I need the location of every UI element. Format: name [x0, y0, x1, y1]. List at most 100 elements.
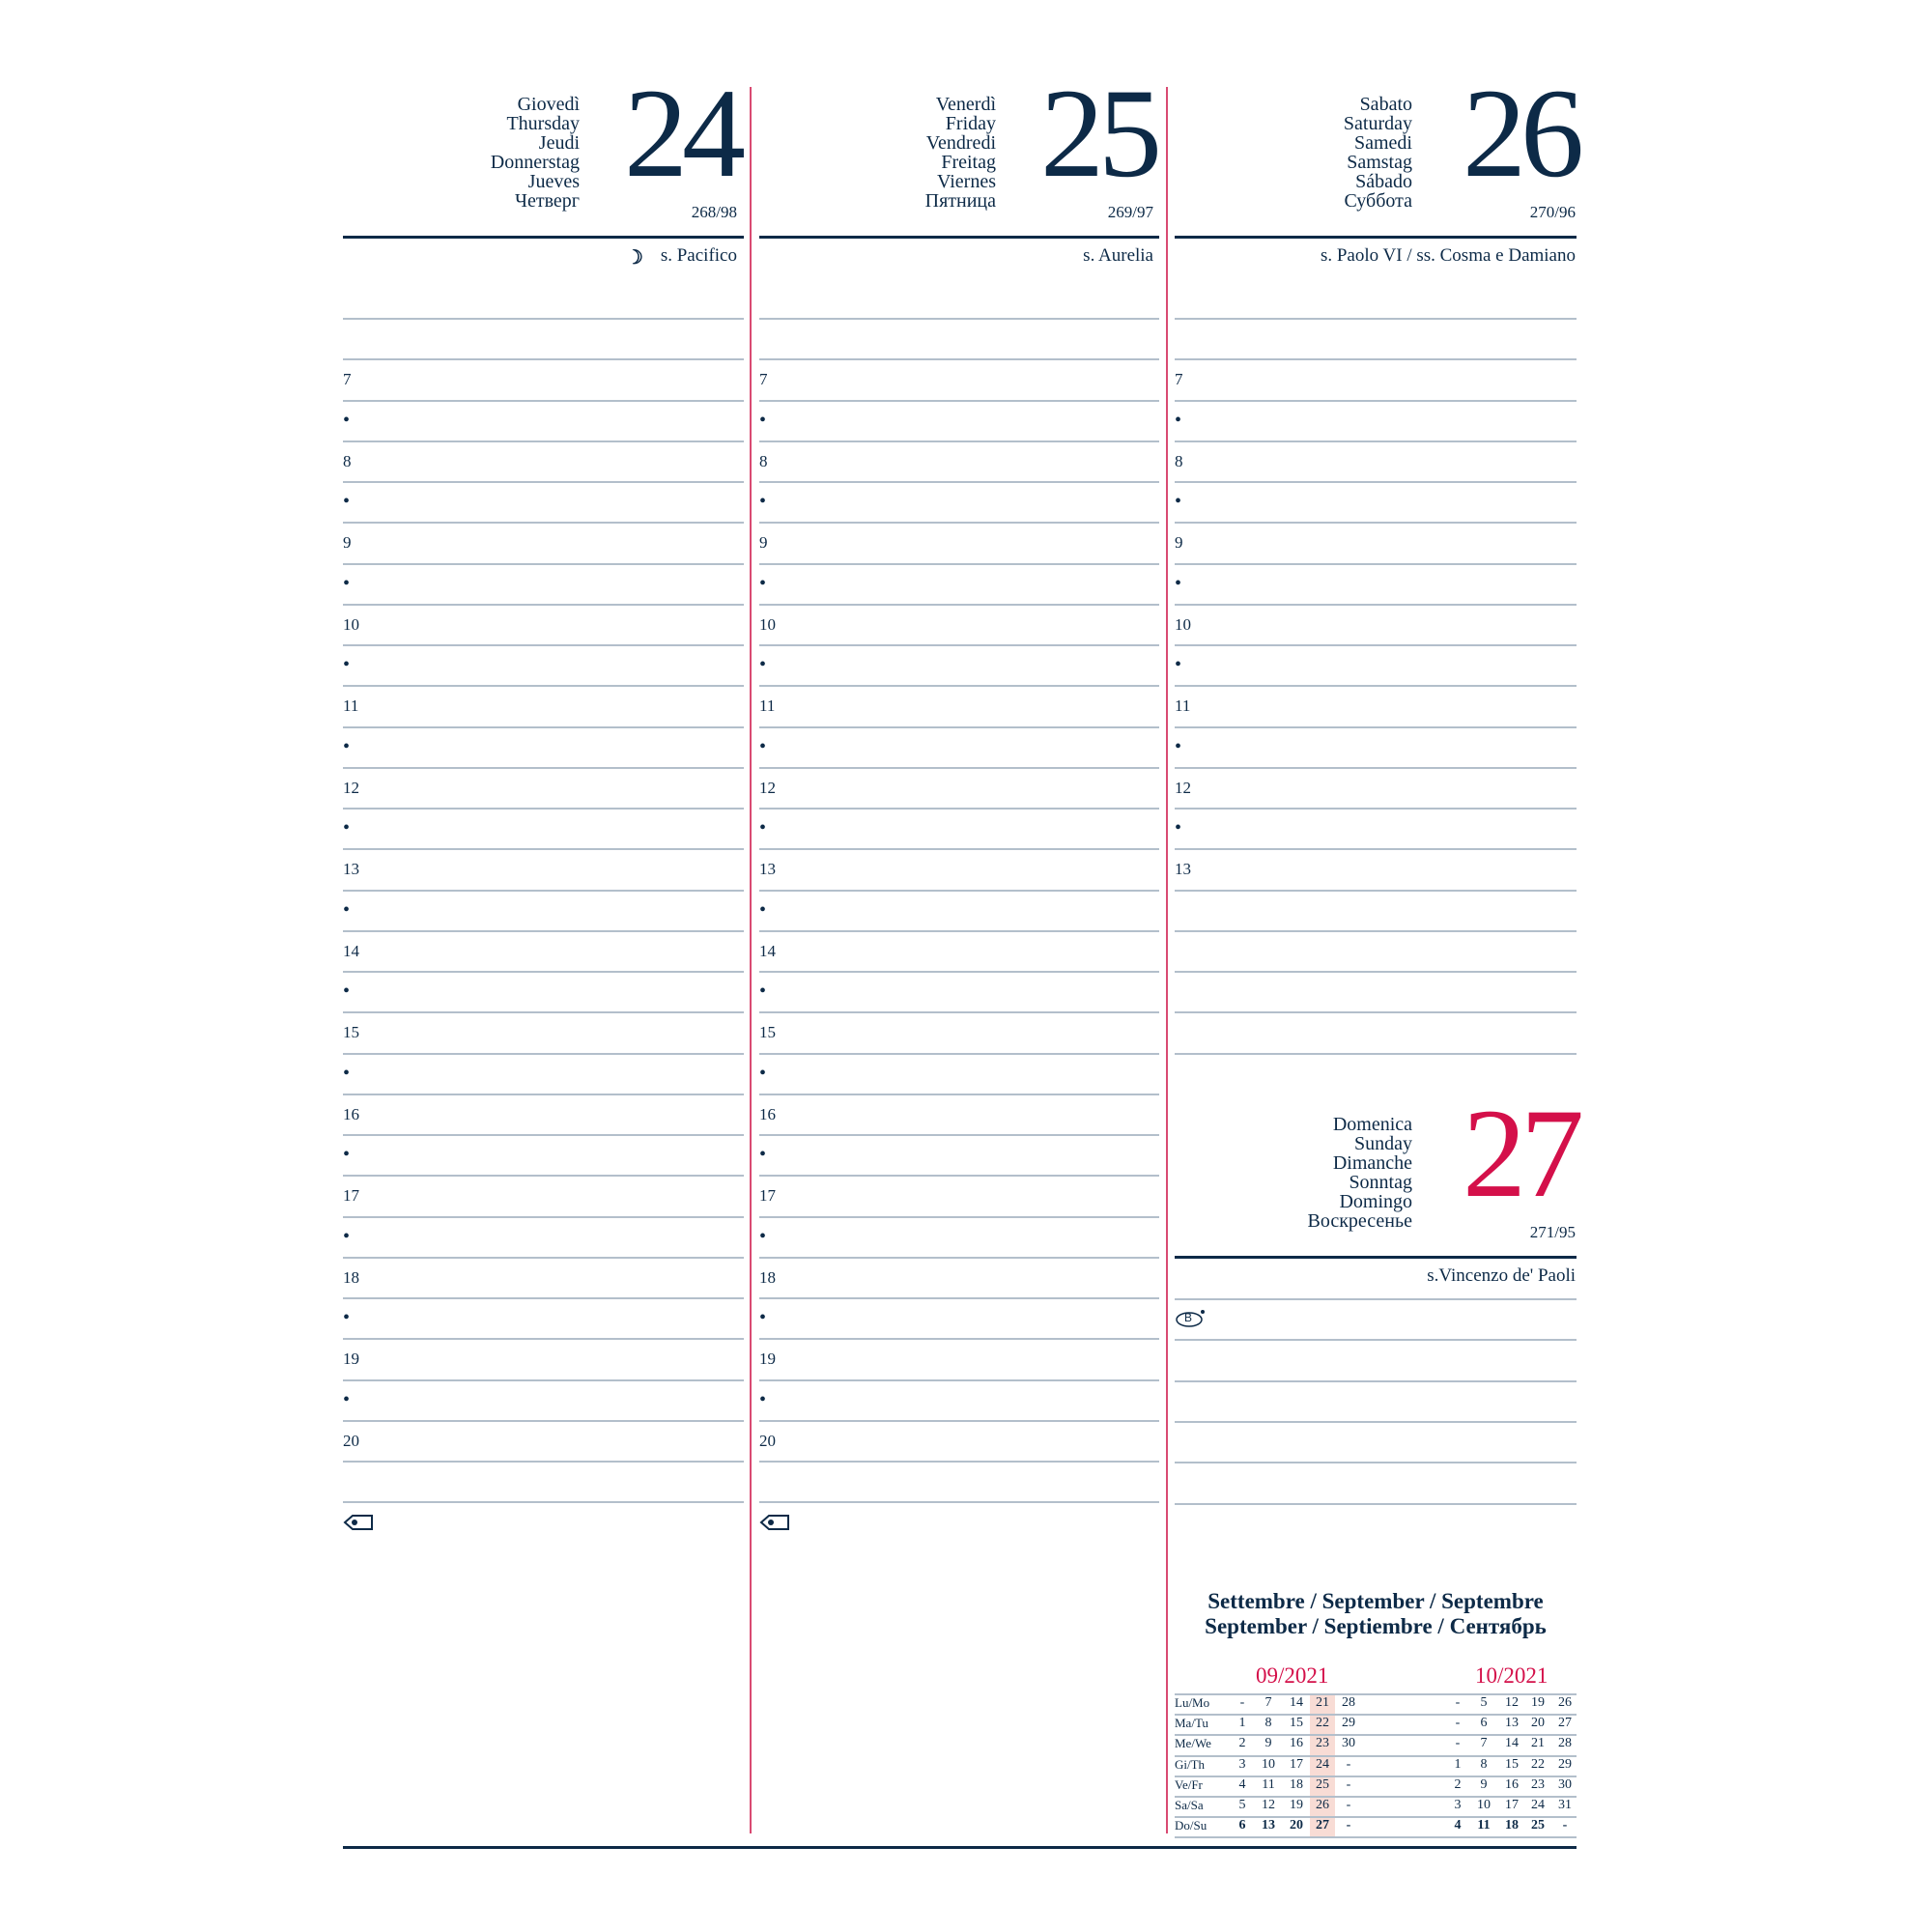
- calendar-day[interactable]: 12: [1262, 1798, 1275, 1812]
- ruled-line: [759, 808, 1159, 810]
- calendar-day[interactable]: 1: [1454, 1756, 1462, 1772]
- calendar-day[interactable]: 11: [1477, 1818, 1491, 1833]
- calendar-day[interactable]: 14: [1505, 1736, 1519, 1751]
- calendar-day[interactable]: 27: [1558, 1716, 1572, 1731]
- calendar-day[interactable]: 20: [1290, 1818, 1303, 1833]
- hour-label: 15: [343, 1023, 359, 1042]
- calendar-day[interactable]: 8: [1480, 1756, 1488, 1772]
- calendar-day[interactable]: 10: [1477, 1798, 1491, 1812]
- calendar-day[interactable]: 7: [1264, 1695, 1272, 1710]
- calendar-day[interactable]: 2: [1238, 1736, 1246, 1751]
- hour-label: 14: [343, 941, 359, 960]
- calendar-day[interactable]: 30: [1558, 1776, 1572, 1792]
- ruled-line: [343, 522, 744, 525]
- note-tag-icon[interactable]: [343, 1515, 374, 1530]
- note-tag-icon[interactable]: [759, 1515, 790, 1530]
- calendar-day[interactable]: 14: [1290, 1695, 1303, 1710]
- calendar-day[interactable]: -: [1562, 1818, 1568, 1833]
- calendar-day[interactable]: 26: [1316, 1798, 1329, 1812]
- calendar-day[interactable]: 21: [1531, 1736, 1545, 1751]
- calendar-day[interactable]: 6: [1480, 1716, 1488, 1731]
- hour-label: 10: [343, 614, 359, 634]
- calendar-day[interactable]: 3: [1238, 1756, 1246, 1772]
- calendar-day[interactable]: 21: [1316, 1695, 1329, 1710]
- hour-label: •: [1175, 654, 1182, 675]
- calendar-day[interactable]: 5: [1480, 1695, 1488, 1710]
- calendar-day[interactable]: 31: [1558, 1798, 1572, 1812]
- calendar-day[interactable]: 16: [1290, 1736, 1303, 1751]
- calendar-day[interactable]: 13: [1505, 1716, 1519, 1731]
- calendar-day[interactable]: 7: [1480, 1736, 1488, 1751]
- calendar-day[interactable]: 22: [1316, 1716, 1329, 1731]
- calendar-day[interactable]: 29: [1558, 1756, 1572, 1772]
- calendar-day[interactable]: 12: [1505, 1695, 1519, 1710]
- day-name: Суббота: [1344, 190, 1412, 212]
- calendar-day[interactable]: -: [1346, 1818, 1351, 1833]
- calendar-day[interactable]: -: [1346, 1798, 1351, 1812]
- hour-label: •: [343, 817, 351, 838]
- calendar-day[interactable]: 28: [1558, 1736, 1572, 1751]
- calendar-day[interactable]: -: [1455, 1695, 1461, 1710]
- calendar-day[interactable]: 24: [1316, 1756, 1329, 1772]
- calendar-day[interactable]: 29: [1342, 1716, 1355, 1731]
- hour-label: •: [759, 1307, 767, 1328]
- calendar-day[interactable]: 23: [1316, 1736, 1329, 1751]
- calendar-day[interactable]: 17: [1290, 1756, 1303, 1772]
- calendar-day[interactable]: 19: [1290, 1798, 1303, 1812]
- calendar-day[interactable]: 4: [1454, 1818, 1462, 1833]
- ruled-line: [759, 766, 1159, 769]
- calendar-day[interactable]: 26: [1558, 1695, 1572, 1710]
- calendar-day[interactable]: 22: [1531, 1756, 1545, 1772]
- calendar-day[interactable]: 16: [1505, 1776, 1519, 1792]
- calendar-day[interactable]: 28: [1342, 1695, 1355, 1710]
- calendar-day[interactable]: 19: [1531, 1695, 1545, 1710]
- calendar-day[interactable]: 18: [1505, 1818, 1519, 1833]
- calendar-day[interactable]: 20: [1531, 1716, 1545, 1731]
- calendar-day[interactable]: 9: [1480, 1776, 1488, 1792]
- calendar-day[interactable]: 2: [1454, 1776, 1462, 1792]
- calendar-day[interactable]: 24: [1531, 1798, 1545, 1812]
- calendar-day[interactable]: 18: [1290, 1776, 1303, 1792]
- calendar-day[interactable]: 6: [1238, 1818, 1246, 1833]
- calendar-day[interactable]: 25: [1316, 1776, 1329, 1792]
- calendar-day[interactable]: 11: [1262, 1776, 1275, 1792]
- calendar-day[interactable]: 9: [1264, 1736, 1272, 1751]
- day-names: Sabato Saturday Samedi Samstag Sábado Суббота: [1344, 95, 1412, 211]
- hour-label: 10: [759, 614, 776, 634]
- ruled-line: [759, 848, 1159, 851]
- hour-label: •: [759, 409, 767, 431]
- calendar-day[interactable]: 27: [1316, 1818, 1329, 1833]
- calendar-day[interactable]: 25: [1531, 1818, 1545, 1833]
- calendar-day[interactable]: 5: [1238, 1798, 1246, 1812]
- calendar-day[interactable]: 3: [1454, 1798, 1462, 1812]
- calendar-day[interactable]: 15: [1505, 1756, 1519, 1772]
- ruled-line: [343, 971, 744, 973]
- column-divider: [1166, 87, 1168, 1833]
- calendar-day[interactable]: -: [1346, 1776, 1351, 1792]
- calendar-day[interactable]: 23: [1531, 1776, 1545, 1792]
- hour-label: 17: [759, 1186, 776, 1206]
- calendar-day[interactable]: 4: [1238, 1776, 1246, 1792]
- ruled-line: [759, 562, 1159, 565]
- day-name: Thursday: [506, 113, 580, 134]
- hour-label: 19: [759, 1350, 776, 1369]
- calendar-day[interactable]: 30: [1342, 1736, 1355, 1751]
- day-name: Samstag: [1347, 152, 1412, 173]
- calendar-day[interactable]: -: [1455, 1736, 1461, 1751]
- hour-label: •: [343, 1225, 351, 1247]
- calendar-day[interactable]: 10: [1262, 1756, 1275, 1772]
- calendar-day[interactable]: 13: [1262, 1818, 1275, 1833]
- calendar-day[interactable]: -: [1239, 1695, 1245, 1710]
- calendar-day[interactable]: 15: [1290, 1716, 1303, 1731]
- hour-label: •: [759, 817, 767, 838]
- hour-label: •: [1175, 491, 1182, 512]
- day-name: Vendredi: [925, 132, 996, 154]
- calendar-day[interactable]: -: [1455, 1716, 1461, 1731]
- calendar-day[interactable]: -: [1346, 1756, 1351, 1772]
- ruled-line: [1175, 808, 1577, 810]
- calendar-day[interactable]: 8: [1264, 1716, 1272, 1731]
- ruled-line: [759, 644, 1159, 646]
- ruled-line: [343, 889, 744, 892]
- calendar-day[interactable]: 17: [1505, 1798, 1519, 1812]
- calendar-day[interactable]: 1: [1238, 1716, 1246, 1731]
